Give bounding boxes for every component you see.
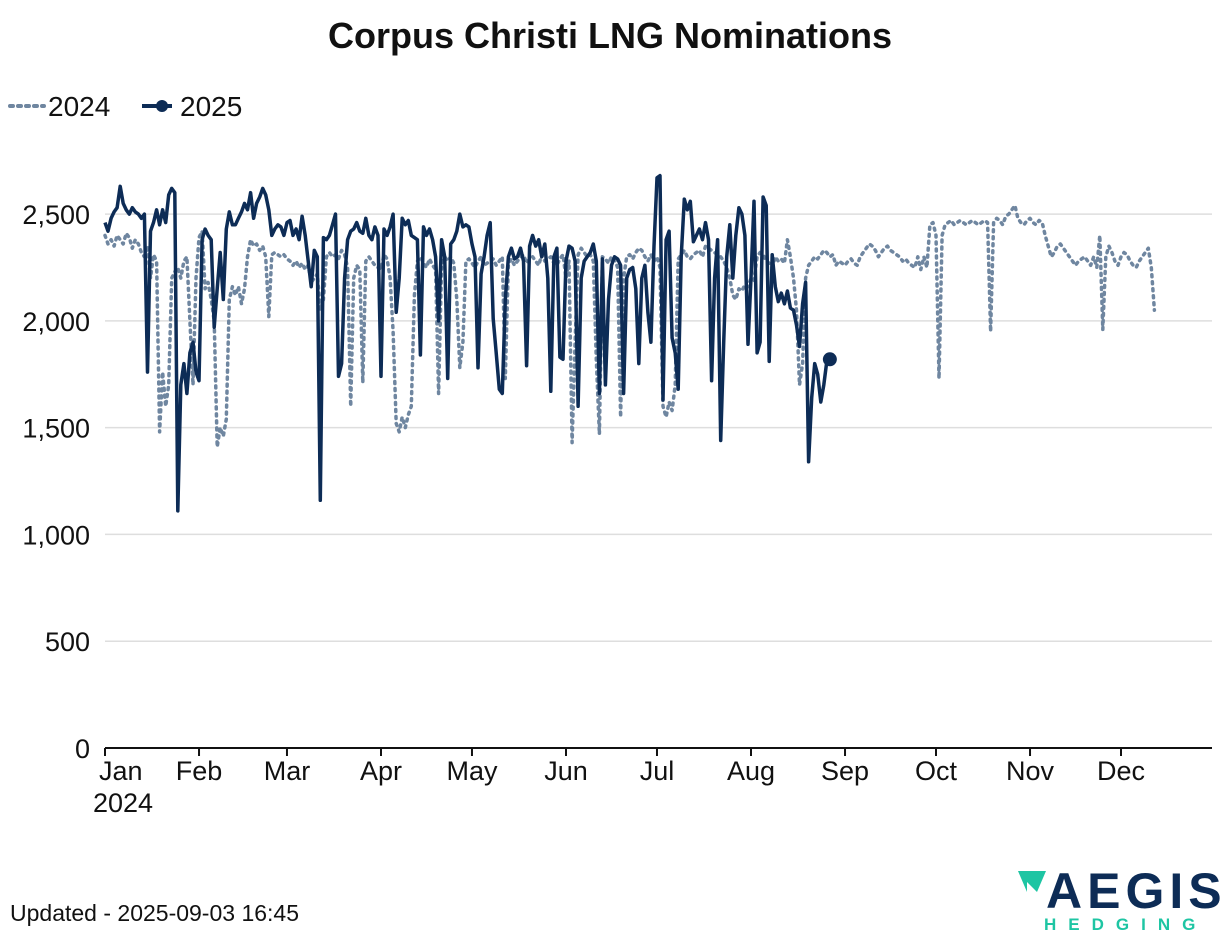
x-tick-label: May (446, 756, 498, 786)
logo-subtitle: HEDGING (1044, 915, 1207, 934)
logo-wordmark: AEGIS (1046, 863, 1220, 919)
x-tick-label: Apr (360, 756, 402, 786)
legend-label-2024: 2024 (48, 91, 110, 122)
x-tick-label: Aug (727, 756, 775, 786)
x-tick-label: Dec (1097, 756, 1145, 786)
updated-timestamp: Updated - 2025-09-03 16:45 (10, 900, 299, 926)
series-line-2024 (103, 203, 1157, 449)
aegis-logo-mark (1018, 871, 1046, 892)
legend-label-2025: 2025 (180, 91, 242, 122)
x-tick-label: Jun (544, 756, 588, 786)
x-tick-label: Feb (176, 756, 223, 786)
x-tick-label: Jan (99, 756, 143, 786)
x-tick-label: Jul (640, 756, 675, 786)
y-tick-label: 500 (45, 627, 90, 657)
y-tick-label: 1,000 (22, 520, 90, 550)
grid (105, 213, 1212, 642)
series-line-2025 (103, 173, 831, 513)
y-axis-ticks: 0 500 1,000 1,500 2,000 2,500 (22, 200, 90, 764)
x-tick-label: Mar (264, 756, 311, 786)
x-axis-ticks: Jan Feb Mar Apr May Jun Jul Aug Sep Oct Nov Dec (99, 748, 1145, 786)
legend-marker-2025 (156, 100, 168, 112)
y-tick-label: 2,500 (22, 200, 90, 230)
y-tick-label: 1,500 (22, 414, 90, 444)
x-tick-label: Oct (915, 756, 958, 786)
series-group (103, 173, 1157, 513)
series-end-marker-2025 (822, 352, 837, 367)
y-tick-label: 0 (75, 734, 90, 764)
y-tick-label: 2,000 (22, 307, 90, 337)
legend: 2024 2025 (8, 91, 242, 122)
aegis-logo: AEGIS HEDGING (1018, 863, 1220, 934)
x-axis-year-label: 2024 (93, 788, 153, 818)
x-tick-label: Nov (1006, 756, 1055, 786)
chart-title: Corpus Christi LNG Nominations (328, 15, 892, 56)
x-tick-label: Sep (821, 756, 869, 786)
